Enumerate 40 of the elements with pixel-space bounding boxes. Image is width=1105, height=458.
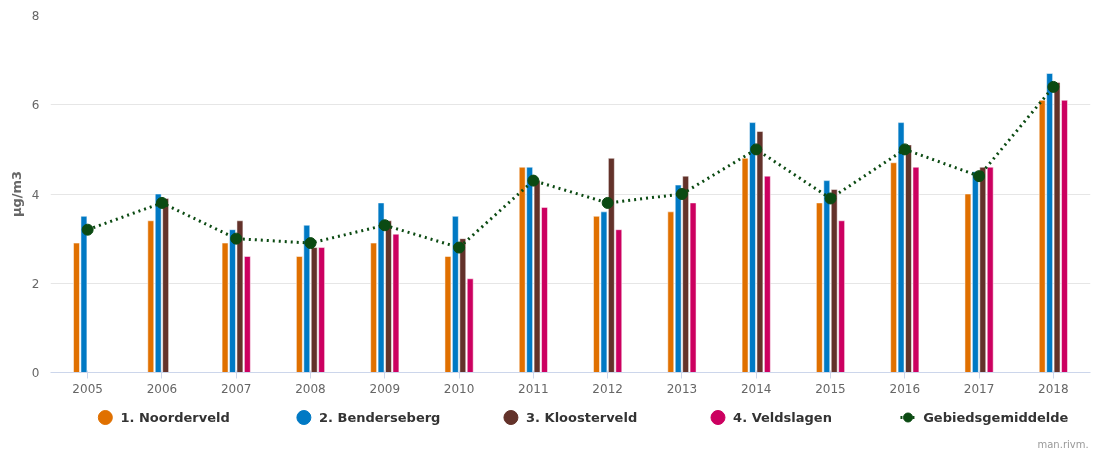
point	[378, 219, 391, 232]
point	[81, 223, 94, 236]
x-tick-label: 2006	[146, 381, 178, 396]
y-tick-label: 6	[31, 98, 40, 113]
point	[230, 232, 243, 245]
x-tick-label: 2007	[220, 381, 252, 396]
text: man.rivm.	[1037, 439, 1089, 450]
y-tick-label: 4	[31, 187, 40, 202]
legend-label: Gebiedsgemiddelde	[923, 410, 1069, 425]
legend-label: 4. Veldslagen	[733, 410, 832, 425]
x-tick-label: 2018	[1038, 381, 1069, 396]
point	[898, 143, 911, 156]
x-tick-label: 2017	[963, 381, 995, 396]
point	[527, 174, 540, 187]
point	[304, 237, 317, 250]
x-tick-label: 2008	[295, 381, 326, 396]
point	[453, 241, 466, 254]
x-tick-label: 2012	[592, 381, 623, 396]
x-tick-label: 2011	[518, 381, 549, 396]
y-tick-label: 8	[31, 9, 40, 23]
point	[1047, 80, 1060, 93]
y-axis-title: µg/m3	[8, 170, 24, 218]
point	[750, 143, 763, 156]
y-tick-label: 0	[31, 366, 40, 380]
x-tick-label: 2015	[815, 381, 846, 396]
legend-label: 1. Noorderveld	[120, 410, 230, 425]
legend-label: 2. Benderseberg	[319, 410, 441, 425]
y-tick-label: 2	[31, 276, 40, 291]
x-tick-label: 2016	[889, 381, 921, 396]
x-tick-label: 2005	[72, 381, 103, 396]
x-tick-label: 2010	[443, 381, 475, 396]
point	[675, 188, 688, 200]
x-tick-label: 2009	[369, 381, 401, 396]
legend-label: 3. Kloosterveld	[526, 410, 638, 425]
point	[155, 196, 168, 209]
point	[824, 192, 837, 205]
x-tick-label: 2014	[740, 381, 772, 396]
x-tick-label: 2013	[666, 381, 698, 396]
point	[973, 170, 986, 183]
point	[601, 196, 614, 209]
